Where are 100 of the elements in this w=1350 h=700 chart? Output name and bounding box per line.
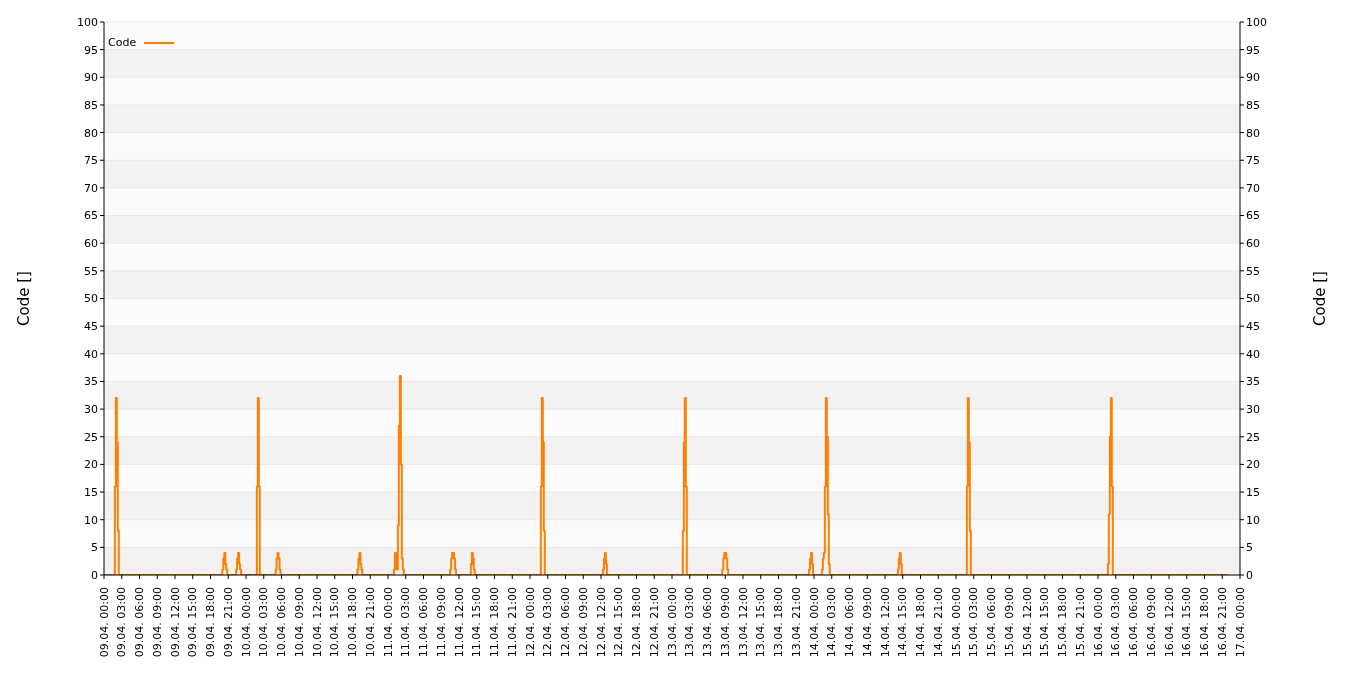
y-tick-label: 70: [84, 181, 98, 195]
y-tick-label: 90: [84, 71, 98, 85]
x-tick-label: 11.04. 03:00: [399, 587, 413, 658]
x-tick-label: 16.04. 12:00: [1162, 587, 1176, 658]
x-tick-label: 13.04. 12:00: [736, 587, 750, 658]
x-tick-label: 11.04. 06:00: [417, 587, 430, 658]
x-tick-label: 12.04. 15:00: [612, 587, 626, 658]
x-tick-label: 13.04. 06:00: [701, 587, 714, 658]
y2-axis-title: Code []: [1311, 271, 1330, 326]
x-tick-label: 12.04. 12:00: [594, 587, 608, 658]
x-tick-label: 16.04. 00:00: [1091, 587, 1105, 658]
y2-tick-label: 65: [1246, 209, 1260, 223]
x-tick-label: 11.04. 15:00: [470, 587, 484, 658]
x-tick-label: 16.04. 15:00: [1180, 587, 1194, 658]
x-tick-label: 10.04. 03:00: [257, 587, 271, 658]
y2-tick-label: 90: [1246, 71, 1260, 85]
y2-tick-label: 15: [1246, 485, 1260, 499]
x-tick-label: 09.04. 09:00: [150, 587, 164, 658]
x-tick-label: 09.04. 06:00: [133, 587, 146, 658]
x-tick-label: 10.04. 00:00: [239, 587, 253, 658]
y2-tick-label: 40: [1246, 347, 1260, 361]
x-tick-label: 15.04. 12:00: [1020, 587, 1034, 658]
x-tick-label: 15.04. 00:00: [949, 587, 963, 658]
y-axis-title: Code []: [15, 271, 34, 326]
y-tick-label: 45: [84, 320, 98, 334]
y2-tick-label: 5: [1246, 541, 1253, 555]
y-tick-label: 5: [91, 541, 98, 555]
y-tick-label: 40: [84, 347, 98, 361]
y-tick-label: 15: [84, 485, 98, 499]
x-tick-label: 09.04. 00:00: [97, 587, 111, 658]
x-tick-label: 10.04. 21:00: [363, 587, 377, 658]
x-tick-label: 15.04. 18:00: [1056, 587, 1069, 658]
x-tick-label: 14.04. 21:00: [931, 587, 945, 658]
y-tick-label: 25: [84, 430, 98, 444]
y2-tick-label: 25: [1246, 430, 1260, 444]
y-tick-label: 20: [84, 458, 98, 472]
y-tick-label: 30: [84, 403, 98, 417]
y-tick-label: 95: [84, 43, 98, 57]
x-tick-label: 13.04. 21:00: [789, 587, 803, 658]
x-tick-label: 10.04. 06:00: [275, 587, 288, 658]
x-tick-label: 13.04. 03:00: [683, 587, 697, 658]
x-tick-label: 12.04. 09:00: [576, 587, 590, 658]
y2-tick-label: 45: [1246, 320, 1260, 334]
y2-tick-label: 0: [1246, 568, 1253, 582]
x-tick-label: 11.04. 18:00: [488, 587, 501, 658]
y-tick-label: 35: [84, 375, 98, 389]
y-tick-label: 0: [91, 568, 98, 582]
x-tick-label: 13.04. 15:00: [754, 587, 768, 658]
x-tick-label: 14.04. 06:00: [843, 587, 856, 658]
x-tick-label: 13.04. 00:00: [665, 587, 679, 658]
y2-tick-label: 50: [1246, 292, 1260, 306]
x-tick-label: 14.04. 12:00: [878, 587, 892, 658]
y2-tick-label: 60: [1246, 237, 1260, 251]
y-tick-label: 100: [77, 15, 98, 29]
x-tick-label: 09.04. 21:00: [221, 587, 235, 658]
x-tick-label: 13.04. 18:00: [772, 587, 785, 658]
x-tick-label: 12.04. 00:00: [523, 587, 537, 658]
x-tick-label: 10.04. 18:00: [346, 587, 359, 658]
x-tick-label: 10.04. 12:00: [310, 587, 324, 658]
y-tick-label: 55: [84, 264, 98, 278]
x-tick-label: 16.04. 21:00: [1215, 587, 1229, 658]
x-tick-label: 09.04. 18:00: [204, 587, 217, 658]
x-tick-label: 15.04. 09:00: [1002, 587, 1016, 658]
x-tick-label: 15.04. 03:00: [967, 587, 981, 658]
x-tick-label: 09.04. 03:00: [115, 587, 129, 658]
y2-tick-label: 70: [1246, 181, 1260, 195]
x-tick-label: 11.04. 00:00: [381, 587, 395, 658]
y2-tick-label: 35: [1246, 375, 1260, 389]
x-tick-label: 12.04. 21:00: [647, 587, 661, 658]
y2-tick-label: 55: [1246, 264, 1260, 278]
legend-label: Code: [108, 36, 137, 49]
y2-tick-label: 95: [1246, 43, 1260, 57]
y-tick-label: 65: [84, 209, 98, 223]
x-tick-label: 14.04. 09:00: [860, 587, 874, 658]
x-tick-label: 12.04. 03:00: [541, 587, 555, 658]
y-tick-label: 75: [84, 154, 98, 168]
y-tick-label: 80: [84, 126, 98, 140]
y2-tick-label: 85: [1246, 98, 1260, 112]
x-tick-label: 15.04. 06:00: [985, 587, 998, 658]
x-tick-label: 17.04. 00:00: [1233, 587, 1247, 658]
x-tick-label: 12.04. 06:00: [559, 587, 572, 658]
x-tick-label: 10.04. 15:00: [328, 587, 342, 658]
x-tick-label: 11.04. 12:00: [452, 587, 466, 658]
y2-tick-label: 10: [1246, 513, 1260, 527]
x-tick-label: 09.04. 12:00: [168, 587, 182, 658]
y-tick-label: 60: [84, 237, 98, 251]
x-tick-label: 14.04. 03:00: [825, 587, 839, 658]
x-tick-label: 16.04. 18:00: [1198, 587, 1211, 658]
y2-tick-label: 30: [1246, 403, 1260, 417]
x-tick-label: 14.04. 15:00: [896, 587, 910, 658]
x-tick-label: 14.04. 18:00: [914, 587, 927, 658]
x-tick-label: 11.04. 09:00: [434, 587, 448, 658]
x-tick-label: 16.04. 03:00: [1109, 587, 1123, 658]
y2-tick-label: 80: [1246, 126, 1260, 140]
x-tick-label: 12.04. 18:00: [630, 587, 643, 658]
x-tick-label: 16.04. 06:00: [1127, 587, 1140, 658]
x-tick-label: 15.04. 21:00: [1073, 587, 1087, 658]
y-tick-label: 85: [84, 98, 98, 112]
y2-tick-label: 100: [1246, 15, 1267, 29]
x-tick-label: 13.04. 09:00: [718, 587, 732, 658]
